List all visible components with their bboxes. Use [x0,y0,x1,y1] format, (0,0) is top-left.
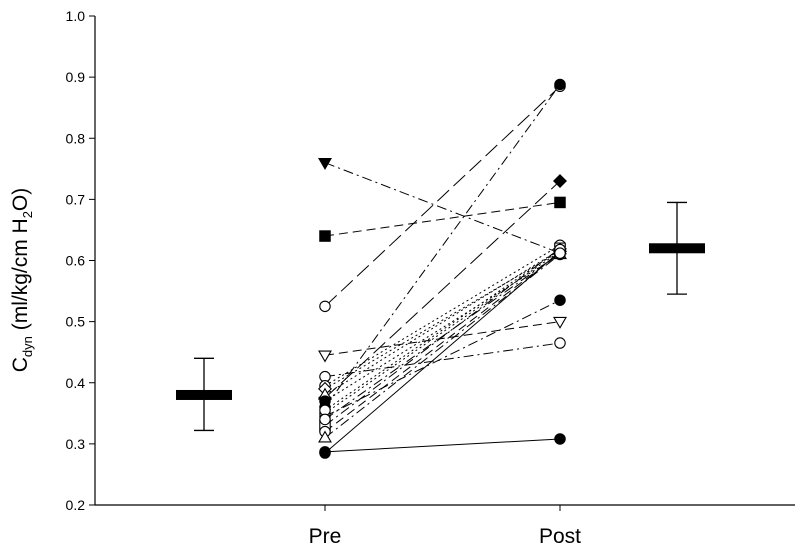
x-tick-label: Post [539,525,581,548]
y-tick-label: 0.5 [66,314,86,330]
pre-point [319,413,331,426]
subject-line [324,85,561,307]
summary-bars [176,201,705,432]
subject-line [324,252,561,433]
subject-markers [318,78,567,459]
y-tick-label: 1.0 [66,8,86,24]
x-tick-label: Pre [309,525,342,548]
mean-bar [176,389,232,400]
y-tick-label: 0.8 [66,130,86,146]
post-point [554,433,566,445]
pre-point [318,430,332,443]
subject-line [324,244,561,387]
post-point [553,174,567,189]
pre-point [318,350,332,363]
axes [94,16,795,506]
subject-line [324,84,561,408]
y-ticks: 0.2 0.3 0.4 0.5 0.6 0.7 0.8 0.9 1.0 [66,8,95,513]
subject-line [324,250,561,390]
post-point [554,294,566,306]
subject-line [324,201,561,237]
pre-point [319,447,331,459]
post-point [554,337,566,349]
post-point [553,316,567,329]
subject-line [324,249,561,396]
subject-line [324,438,561,453]
pre-point [319,300,331,313]
pre-point [318,157,332,171]
x-ticks: Pre Post [309,505,581,548]
subject-line [324,321,561,356]
post-point [554,247,566,259]
y-tick-label: 0.2 [66,497,86,513]
subject-line [324,252,561,420]
y-tick-label: 0.3 [66,436,86,452]
y-tick-label: 0.7 [66,191,86,207]
subject-line [324,342,561,378]
post-point [554,196,566,209]
y-tick-label: 0.6 [66,253,86,269]
subject-line [324,250,561,414]
subject-line [324,162,561,254]
subject-lines [324,84,561,454]
y-axis-label: Cdyn (ml/kg/cm H2O) [2,130,42,430]
pre-point [319,230,331,242]
subject-line [324,250,561,454]
y-tick-label: 0.9 [66,69,86,85]
y-tick-label: 0.4 [66,375,86,391]
subject-line [324,180,561,399]
subject-line [324,253,561,402]
subject-line [324,299,561,417]
y-axis-label-text: Cdyn (ml/kg/cm H2O) [8,187,36,373]
mean-bar [649,243,705,254]
post-point [554,78,566,91]
